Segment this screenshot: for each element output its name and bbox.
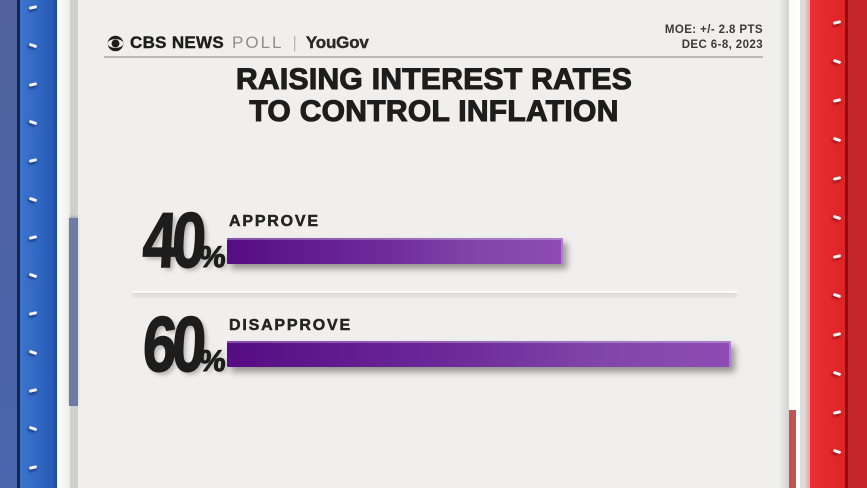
left-column-dark-edge [17,0,20,488]
poll-wordmark: POLL [232,33,284,52]
approve-percent-value: 40% [120,195,228,284]
brand-separator: | [292,33,297,52]
right-column-dark-band [848,0,867,488]
brand-lockup: CBS NEWS POLL | YouGov [107,33,369,53]
left-column-main-band [20,0,57,488]
percent-sign: % [198,345,228,379]
approve-label: APPROVE [229,213,320,231]
disapprove-label: DISAPPROVE [229,317,352,335]
right-column-pink-edge [806,0,810,488]
left-column-muted-bar [69,218,78,406]
yougov-wordmark: YouGov [305,33,369,52]
decor-right-column [778,0,867,488]
disapprove-percent-value: 60% [120,299,228,388]
approve-bar [227,238,563,264]
right-column-white-band [789,0,800,488]
chart-title-line1: RAISING INTEREST RATES [235,63,633,96]
poll-dates: DEC 6-8, 2023 [681,39,763,51]
right-column-dark-edge [845,0,848,488]
approve-number: 40 [140,195,204,284]
cbs-news-wordmark: CBS NEWS [130,33,225,52]
left-column-white-band [57,0,70,488]
right-column-gray-band-2 [800,0,806,488]
disapprove-number: 60 [140,299,204,388]
chart-title: RAISING INTEREST RATES TO CONTROL INFLAT… [104,63,764,128]
chart-title-line2: TO CONTROL INFLATION [249,95,619,128]
right-column-main-band [810,0,845,488]
moe-line: MOE: +/- 2.8 PTS [664,24,763,36]
right-column-gray-band [778,0,789,488]
percent-sign: % [198,241,228,275]
row-divider [133,291,737,294]
decor-left-column [0,0,78,488]
left-column-outer-band [0,0,17,488]
disapprove-bar [227,341,731,367]
margin-of-error-note: MOE: +/- 2.8 PTS DEC 6-8, 2023 [665,23,763,53]
header-divider-rule [104,56,763,58]
right-column-muted-bar [789,410,796,488]
cbs-eye-icon [107,35,124,51]
